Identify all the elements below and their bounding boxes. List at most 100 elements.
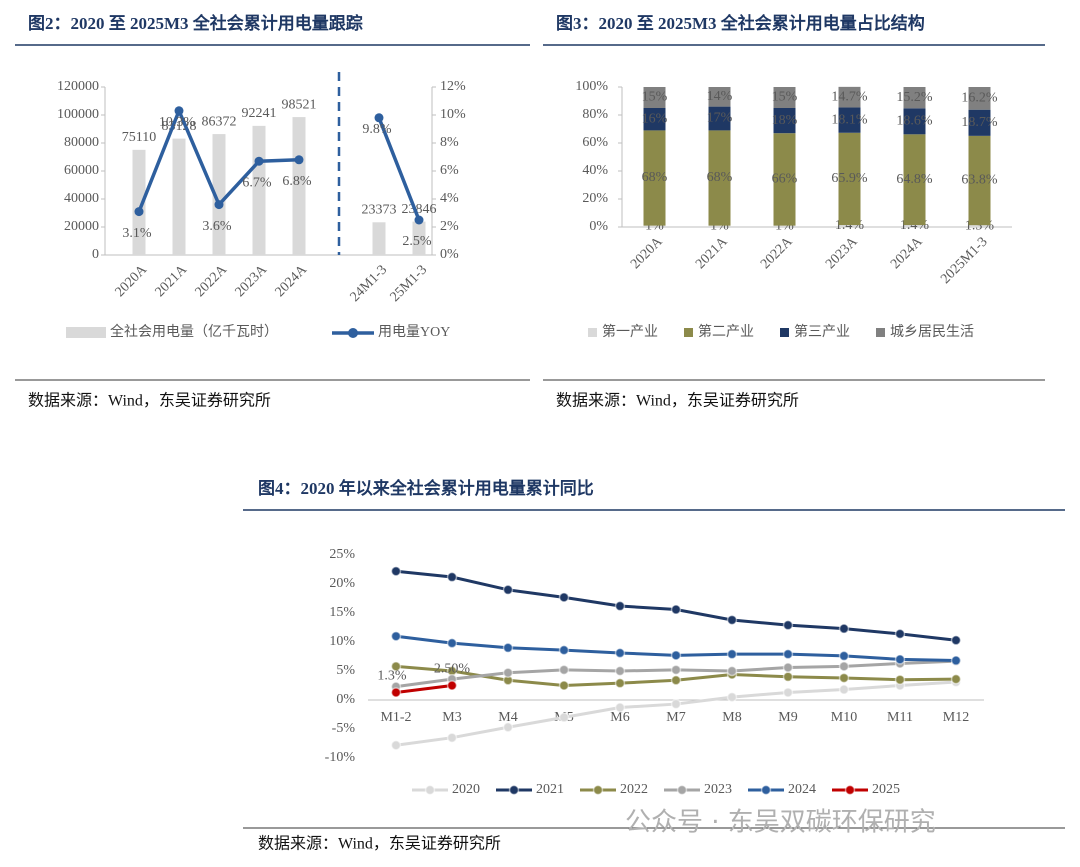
x-tick-label: M4	[498, 710, 517, 725]
marker	[950, 635, 962, 646]
marker	[782, 687, 794, 698]
data-label: 23846	[402, 202, 437, 217]
data-label: 68%	[642, 170, 668, 185]
y2-tick-label: 2%	[440, 219, 459, 234]
data-label: 10.3%	[159, 115, 196, 130]
legend-swatch	[844, 784, 856, 796]
marker	[838, 650, 850, 662]
bar-segment	[838, 107, 861, 133]
legend-label: 2023	[704, 782, 732, 797]
legend-label: 2024	[788, 782, 816, 797]
bar-segment	[903, 87, 926, 109]
bar-segment	[903, 108, 926, 135]
marker	[558, 680, 570, 691]
bar-segment	[968, 225, 991, 227]
y2-tick-label: 10%	[440, 107, 466, 122]
legend-label: 第二产业	[698, 323, 754, 340]
bar	[252, 125, 266, 255]
x-tick-label: M3	[442, 710, 461, 725]
legend-swatch	[348, 328, 358, 338]
data-label: 1.3%	[377, 669, 407, 684]
y-tick-label: 25%	[329, 547, 355, 562]
bar-segment	[773, 133, 796, 226]
bar	[292, 117, 306, 255]
x-tick-label: M1-2	[380, 710, 411, 725]
y-tick-label: 40%	[582, 163, 608, 178]
marker	[558, 712, 570, 723]
marker	[614, 665, 626, 677]
bar-segment	[773, 87, 796, 108]
marker	[950, 655, 962, 666]
data-label: 15%	[642, 90, 668, 105]
data-label: 64.8%	[896, 172, 933, 187]
bar	[412, 221, 426, 255]
marker	[726, 691, 738, 703]
y-tick-label: 0%	[336, 692, 355, 707]
marker	[502, 642, 514, 654]
marker	[502, 584, 514, 596]
watermark: 公众号 · 东吴双碳环保研究	[625, 808, 936, 838]
marker	[446, 637, 458, 649]
legend-swatch	[508, 784, 520, 796]
marker	[390, 565, 402, 577]
legend-swatch	[780, 328, 789, 337]
source: 数据来源：Wind，东吴证券研究所	[258, 835, 501, 853]
bar-segment	[643, 130, 666, 226]
legend-label: 2021	[536, 782, 564, 797]
x-tick-label: M11	[887, 710, 913, 725]
marker	[838, 623, 850, 634]
data-label: 18%	[772, 113, 798, 128]
marker	[838, 684, 850, 695]
x-tick-label: 2024A	[273, 262, 311, 300]
marker	[254, 156, 264, 166]
marker	[894, 674, 906, 685]
data-label: 2.50%	[434, 662, 471, 677]
marker	[726, 665, 738, 677]
x-tick-label: 2023A	[233, 262, 271, 300]
bar	[212, 134, 226, 255]
bar-segment	[708, 87, 731, 107]
marker	[390, 687, 402, 698]
legend-swatch	[424, 784, 436, 796]
marker	[894, 654, 906, 665]
marker	[614, 647, 626, 659]
legend-label: 用电量YOY	[378, 324, 450, 340]
x-tick-label: 2021A	[693, 234, 731, 272]
y-tick-label: 100000	[57, 107, 99, 122]
marker	[670, 650, 682, 661]
bar-segment	[708, 106, 731, 131]
chart-title: 图4：2020 年以来全社会累计用电量累计同比	[258, 478, 594, 498]
legend-label: 第一产业	[602, 323, 658, 340]
marker	[838, 661, 850, 672]
data-label: 16.2%	[961, 91, 998, 106]
y-tick-label: -5%	[332, 721, 356, 736]
marker	[670, 604, 682, 615]
chart-title: 图2：2020 至 2025M3 全社会累计用电量跟踪	[28, 13, 363, 33]
marker	[502, 667, 514, 678]
y-tick-label: 60%	[582, 135, 608, 150]
y-tick-label: 60000	[64, 163, 99, 178]
bar	[372, 222, 386, 255]
marker	[174, 106, 184, 116]
marker	[390, 630, 402, 642]
data-label: 3.6%	[202, 219, 232, 234]
legend-swatch	[760, 784, 772, 796]
legend-swatch	[876, 328, 885, 337]
data-label: 75110	[122, 130, 156, 145]
x-tick-label: 2025M1-3	[938, 234, 990, 286]
data-label: 3.1%	[122, 226, 152, 241]
x-tick-label: 2020A	[113, 262, 151, 300]
x-tick-label: 2022A	[193, 262, 231, 300]
legend-label: 第三产业	[794, 323, 850, 340]
x-tick-label: 2024A	[888, 234, 926, 272]
y-tick-label: 0%	[589, 219, 608, 234]
marker	[838, 672, 850, 684]
y-tick-label: 15%	[329, 605, 355, 620]
x-tick-label: 2023A	[823, 234, 861, 272]
marker	[950, 673, 962, 685]
legend-swatch	[66, 327, 106, 338]
data-label: 23373	[362, 202, 397, 217]
marker	[446, 732, 458, 743]
source: 数据来源：Wind，东吴证券研究所	[28, 392, 271, 410]
